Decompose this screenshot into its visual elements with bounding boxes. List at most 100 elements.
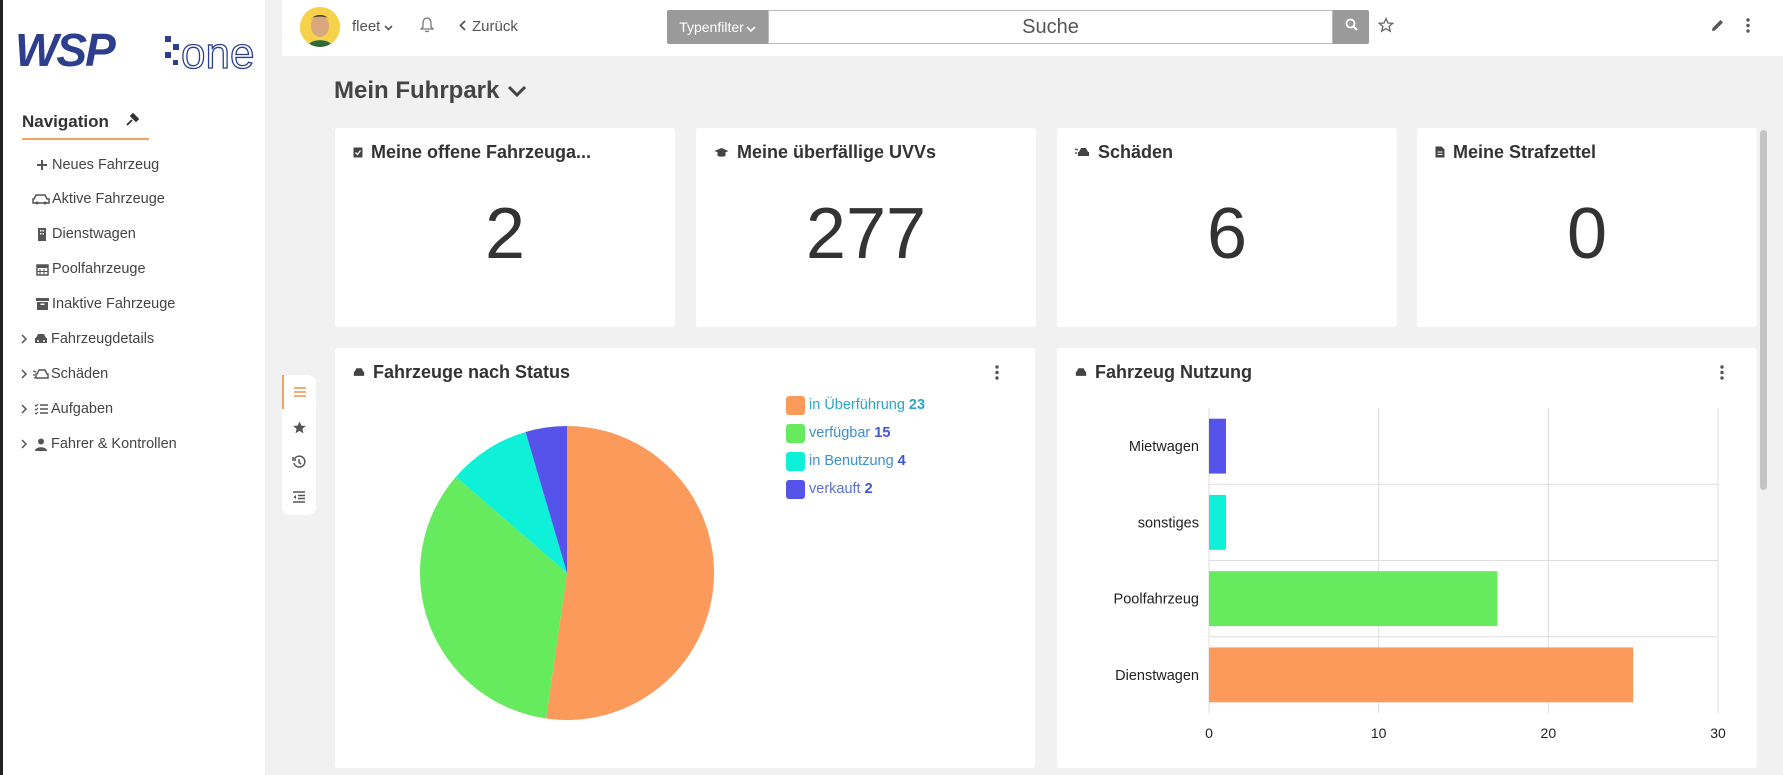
sidebar-item-dienstwagen[interactable]: Dienstwagen [3,217,268,251]
bar[interactable] [1209,494,1226,550]
pie-chart [420,426,714,720]
sidebar-item-label: Schäden [51,366,109,382]
list-view-icon[interactable] [282,375,316,409]
legend-item[interactable]: in Benutzung 4 [786,451,925,471]
chevron-right-icon [17,404,31,414]
legend-item[interactable]: verfügbar 15 [786,423,925,443]
car-crash-icon [1074,142,1090,163]
chart-title: Fahrzeuge nach Status [373,362,571,382]
chevron-right-icon [17,439,31,449]
page-title[interactable]: Mein Fuhrpark [334,77,527,105]
chart-menu-icon[interactable] [1720,365,1724,385]
sidebar-item-label: Poolfahrzeuge [52,261,146,277]
cars-icon [32,191,50,207]
legend-label: in Überführung [809,397,905,413]
sidebar-item-poolfahrzeuge[interactable]: Poolfahrzeuge [3,252,268,286]
sidebar-item-inaktive-fahrzeuge[interactable]: Inaktive Fahrzeuge [3,287,268,321]
sidebar-item-aufgaben[interactable]: Aufgaben [3,392,268,426]
more-vertical-icon[interactable] [1746,18,1750,38]
logo-wsp-text: WSP [15,26,116,76]
kpi-value: 277 [805,194,927,274]
history-icon[interactable] [282,445,316,479]
top-bar: fleet Zurück Typenfilter Suche [282,0,1783,56]
bar[interactable] [1209,571,1498,627]
sidebar-item-label: Dienstwagen [52,226,136,242]
kpi-value: 0 [1566,194,1608,274]
outdent-icon[interactable] [282,480,316,514]
kpi-card-parking-tickets[interactable]: Meine Strafzettel 0 [1417,128,1757,327]
clipboard-check-icon [353,142,363,163]
kpi-title: Meine offene Fahrzeuga... [371,142,592,162]
kpi-card-open-vehicle-tasks[interactable]: Meine offene Fahrzeuga... 2 [335,128,675,327]
bar[interactable] [1209,647,1634,703]
chart-title: Fahrzeug Nutzung [1095,362,1252,382]
chevron-down-icon [507,77,527,105]
x-tick-label: 0 [1205,725,1213,741]
sidebar-item-fahrzeugdetails[interactable]: Fahrzeugdetails [3,322,268,356]
kpi-title: Meine Strafzettel [1453,142,1597,162]
car-icon [33,331,49,347]
kpi-card-damages[interactable]: Schäden 6 [1057,128,1397,327]
back-label: Zurück [472,18,518,35]
back-button[interactable]: Zurück [459,18,518,35]
navigation-header: Navigation [22,110,149,140]
bar-category-label: Mietwagen [1129,439,1199,455]
wsp-one-logo[interactable]: WSP one [15,24,260,79]
search-button[interactable] [1333,10,1369,44]
user-name: fleet [352,18,381,35]
x-tick-label: 20 [1541,725,1557,741]
chevron-down-icon [384,18,393,35]
bar-category-label: Dienstwagen [1115,668,1199,684]
sidebar-item-neues-fahrzeug[interactable]: Neues Fahrzeug [3,148,268,182]
bar-chart: Mietwagen sonstiges Poolfahrzeug Dienstwage… [1114,408,1726,741]
pie-slice[interactable] [455,431,567,573]
search-input[interactable]: Suche [768,10,1333,44]
legend-swatch [786,423,805,443]
sidebar-item-label: Fahrzeugdetails [51,331,155,347]
scrollbar[interactable] [1760,130,1767,490]
tasks-icon [33,401,49,417]
building-icon [34,226,50,242]
pie-slice[interactable] [546,426,714,720]
kpi-title: Schäden [1098,142,1174,162]
sidebar: WSP one Navigation Neues Fahrzeug Aktive… [0,0,265,775]
pie-slice[interactable] [525,426,567,573]
sidebar-item-aktive-fahrzeuge[interactable]: Aktive Fahrzeuge [3,182,268,216]
sidebar-item-fahrer-kontrollen[interactable]: Fahrer & Kontrollen [3,427,268,461]
legend-value: 4 [897,453,906,469]
chevron-right-icon [17,334,31,344]
pie-legend: in Überführung 23 verfügbar 15 in Benutzung 4… [786,395,926,508]
sidebar-item-label: Neues Fahrzeug [52,157,160,173]
legend-item[interactable]: verkauft 2 [786,479,925,499]
chevron-left-icon [459,18,466,35]
x-tick-label: 30 [1710,725,1726,741]
type-filter-dropdown[interactable]: Typenfilter [667,10,768,44]
unpin-icon[interactable] [125,112,140,132]
pencil-icon[interactable] [1710,18,1725,38]
user-menu[interactable]: fleet [352,18,393,35]
file-invoice-icon [1435,142,1445,163]
chevron-down-icon [746,19,756,35]
car-icon [1075,362,1087,383]
calendar-icon [34,261,50,277]
side-toolbar [282,375,316,515]
favorites-star-icon[interactable] [282,410,316,444]
chevron-right-icon [17,369,31,379]
car-icon [353,362,365,383]
pie-slice[interactable] [420,476,567,719]
bar[interactable] [1209,418,1226,474]
bell-icon[interactable] [419,17,435,38]
sidebar-item-schaeden[interactable]: Schäden [3,357,268,391]
legend-value: 23 [908,397,926,413]
star-icon[interactable] [1377,16,1395,38]
kpi-card-overdue-uvvs[interactable]: Meine überfällige UVVs 277 [696,128,1036,327]
legend-item[interactable]: in Überführung 23 [786,395,926,415]
chart-menu-icon[interactable] [995,365,999,385]
avatar[interactable] [300,7,340,47]
x-tick-label: 10 [1371,725,1387,741]
plus-icon [34,157,50,173]
kpi-value: 2 [484,194,526,274]
legend-label: verfügbar [809,425,871,441]
sidebar-item-label: Aktive Fahrzeuge [52,191,165,207]
graduation-cap-icon [714,142,729,163]
